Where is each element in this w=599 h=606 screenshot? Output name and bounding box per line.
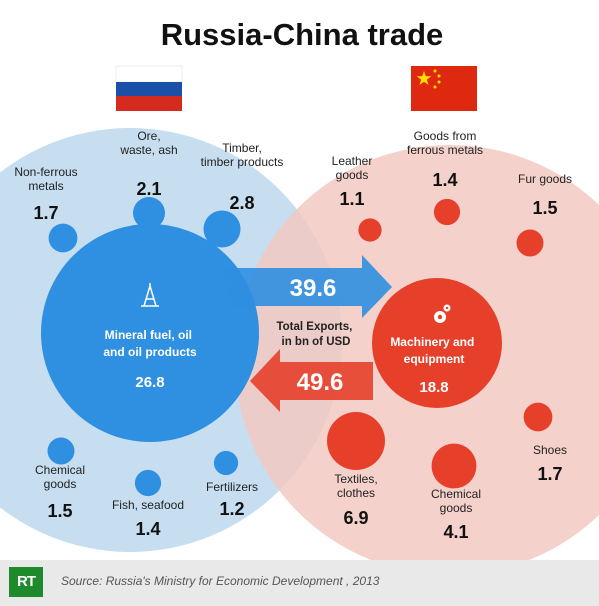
flag-russia — [115, 65, 183, 111]
russia-to-china-value: 39.6 — [290, 275, 337, 302]
china-main-bubble — [372, 278, 502, 408]
china-export-label: Shoes — [533, 443, 567, 457]
china-export-label: Textiles, clothes — [334, 472, 377, 500]
china-export-label: Chemical goods — [431, 487, 481, 515]
russia-export-value: 1.4 — [135, 519, 160, 539]
russia-main-value: 26.8 — [135, 374, 164, 391]
gears-icon — [434, 304, 451, 323]
china-export-value: 1.4 — [432, 170, 457, 190]
china-export-value: 1.5 — [532, 198, 557, 218]
china-export-value: 6.9 — [343, 508, 368, 528]
china-export-value: 1.7 — [537, 464, 562, 484]
china-export-value: 1.1 — [339, 189, 364, 209]
russia-export-value: 1.2 — [219, 499, 244, 519]
oil-rig-icon — [141, 283, 159, 307]
china-export-label: Goods from ferrous metals — [407, 129, 483, 157]
russia-export-label: Non-ferrous metals — [14, 165, 77, 193]
russia-export-label: Fish, seafood — [112, 498, 184, 512]
rt-logo: RT — [9, 567, 43, 597]
russia-export-bubble — [47, 437, 75, 465]
china-export-bubble — [431, 443, 477, 489]
russia-export-value: 2.8 — [229, 193, 254, 213]
china-export-label: Leather goods — [332, 154, 373, 182]
footer-bar — [0, 560, 599, 606]
russia-export-value: 2.1 — [136, 179, 161, 199]
russia-export-value: 1.5 — [47, 501, 72, 521]
china-export-value: 4.1 — [443, 522, 468, 542]
russia-export-label: Timber, timber products — [201, 141, 284, 169]
china-to-russia-value: 49.6 — [297, 369, 344, 396]
china-to-russia-arrow — [250, 349, 373, 412]
russia-export-value: 1.7 — [33, 203, 58, 223]
china-export-bubble — [523, 402, 553, 432]
china-export-bubble — [358, 218, 382, 242]
flag-china — [411, 66, 477, 111]
russia-export-bubble — [213, 450, 239, 476]
china-export-bubble — [327, 412, 385, 470]
china-main-value: 18.8 — [419, 379, 448, 396]
russia-main-label: Mineral fuel, oil and oil products — [103, 328, 197, 359]
total-exports-label: Total Exports, in bn of USD — [276, 321, 355, 348]
russia-export-bubble — [133, 197, 165, 229]
russia-export-bubble — [48, 223, 78, 253]
russia-export-bubble — [203, 210, 241, 248]
chart-title: Russia-China trade — [161, 17, 444, 52]
china-main-label: Machinery and equipment — [390, 335, 477, 366]
russia-export-label: Chemical goods — [35, 463, 85, 491]
russia-export-bubble — [134, 469, 162, 497]
russia-export-label: Ore, waste, ash — [119, 129, 177, 157]
china-export-label: Fur goods — [518, 172, 572, 186]
source-note: Source: Russia's Ministry for Economic D… — [61, 574, 380, 588]
russia-main-bubble — [41, 224, 259, 442]
category-bubbles: Non-ferrous metals 1.7 Ore, waste, ash 2.1 Tim… — [14, 129, 572, 542]
china-export-bubble — [516, 229, 544, 257]
russia-export-label: Fertilizers — [206, 480, 258, 494]
russia-to-china-arrow — [222, 255, 392, 318]
china-export-bubble — [433, 198, 461, 226]
